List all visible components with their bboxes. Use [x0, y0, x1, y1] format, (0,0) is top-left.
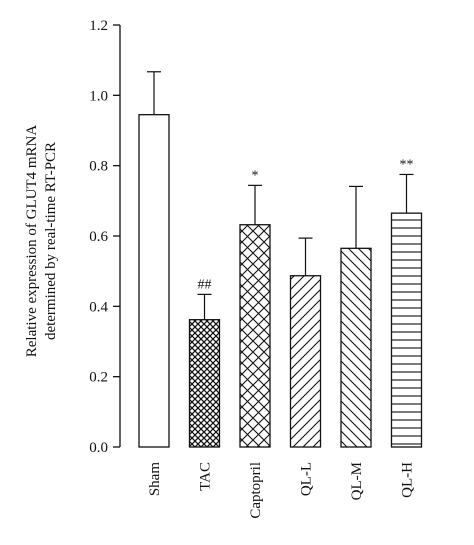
- bar-ql-l: [289, 275, 322, 448]
- bar-captopril: [239, 224, 271, 448]
- y-tick-label: 1.0: [89, 88, 108, 104]
- bar-sham: [138, 114, 170, 448]
- x-axis-categories: Sham TAC Captopril QL-L QL-M QL-H: [147, 462, 416, 519]
- x-category-label: QL-H: [400, 462, 416, 498]
- x-category-label: Sham: [147, 462, 163, 497]
- y-axis: 0.0 0.2 0.4 0.6 0.8 1.0 1.2: [89, 18, 121, 456]
- x-category-label: Captopril: [248, 462, 264, 519]
- significance-label: *: [252, 168, 259, 183]
- y-tick-label: 0.6: [89, 229, 108, 245]
- bar-ql-h: [390, 212, 423, 448]
- x-category-label: TAC: [198, 462, 214, 491]
- y-tick-label: 1.2: [89, 18, 108, 34]
- y-tick-label: 0.4: [89, 299, 108, 315]
- significance-label: **: [400, 157, 414, 172]
- significance-label: ##: [198, 277, 212, 292]
- bar-tac: [188, 319, 221, 448]
- bar-ql-m: [340, 247, 372, 448]
- bars: ##***: [138, 71, 423, 448]
- y-axis-label-line: determined by real-time RT-PCR: [43, 142, 59, 340]
- y-axis-label-line: Relative expression of GLUT4 mRNA: [24, 125, 40, 358]
- x-category-label: QL-M: [349, 462, 365, 500]
- y-axis-label: Relative expression of GLUT4 mRNA determi…: [24, 125, 59, 358]
- x-category-label: QL-L: [299, 462, 315, 496]
- y-tick-label: 0.8: [89, 159, 108, 175]
- y-tick-label: 0.0: [89, 440, 108, 456]
- y-tick-label: 0.2: [89, 370, 108, 386]
